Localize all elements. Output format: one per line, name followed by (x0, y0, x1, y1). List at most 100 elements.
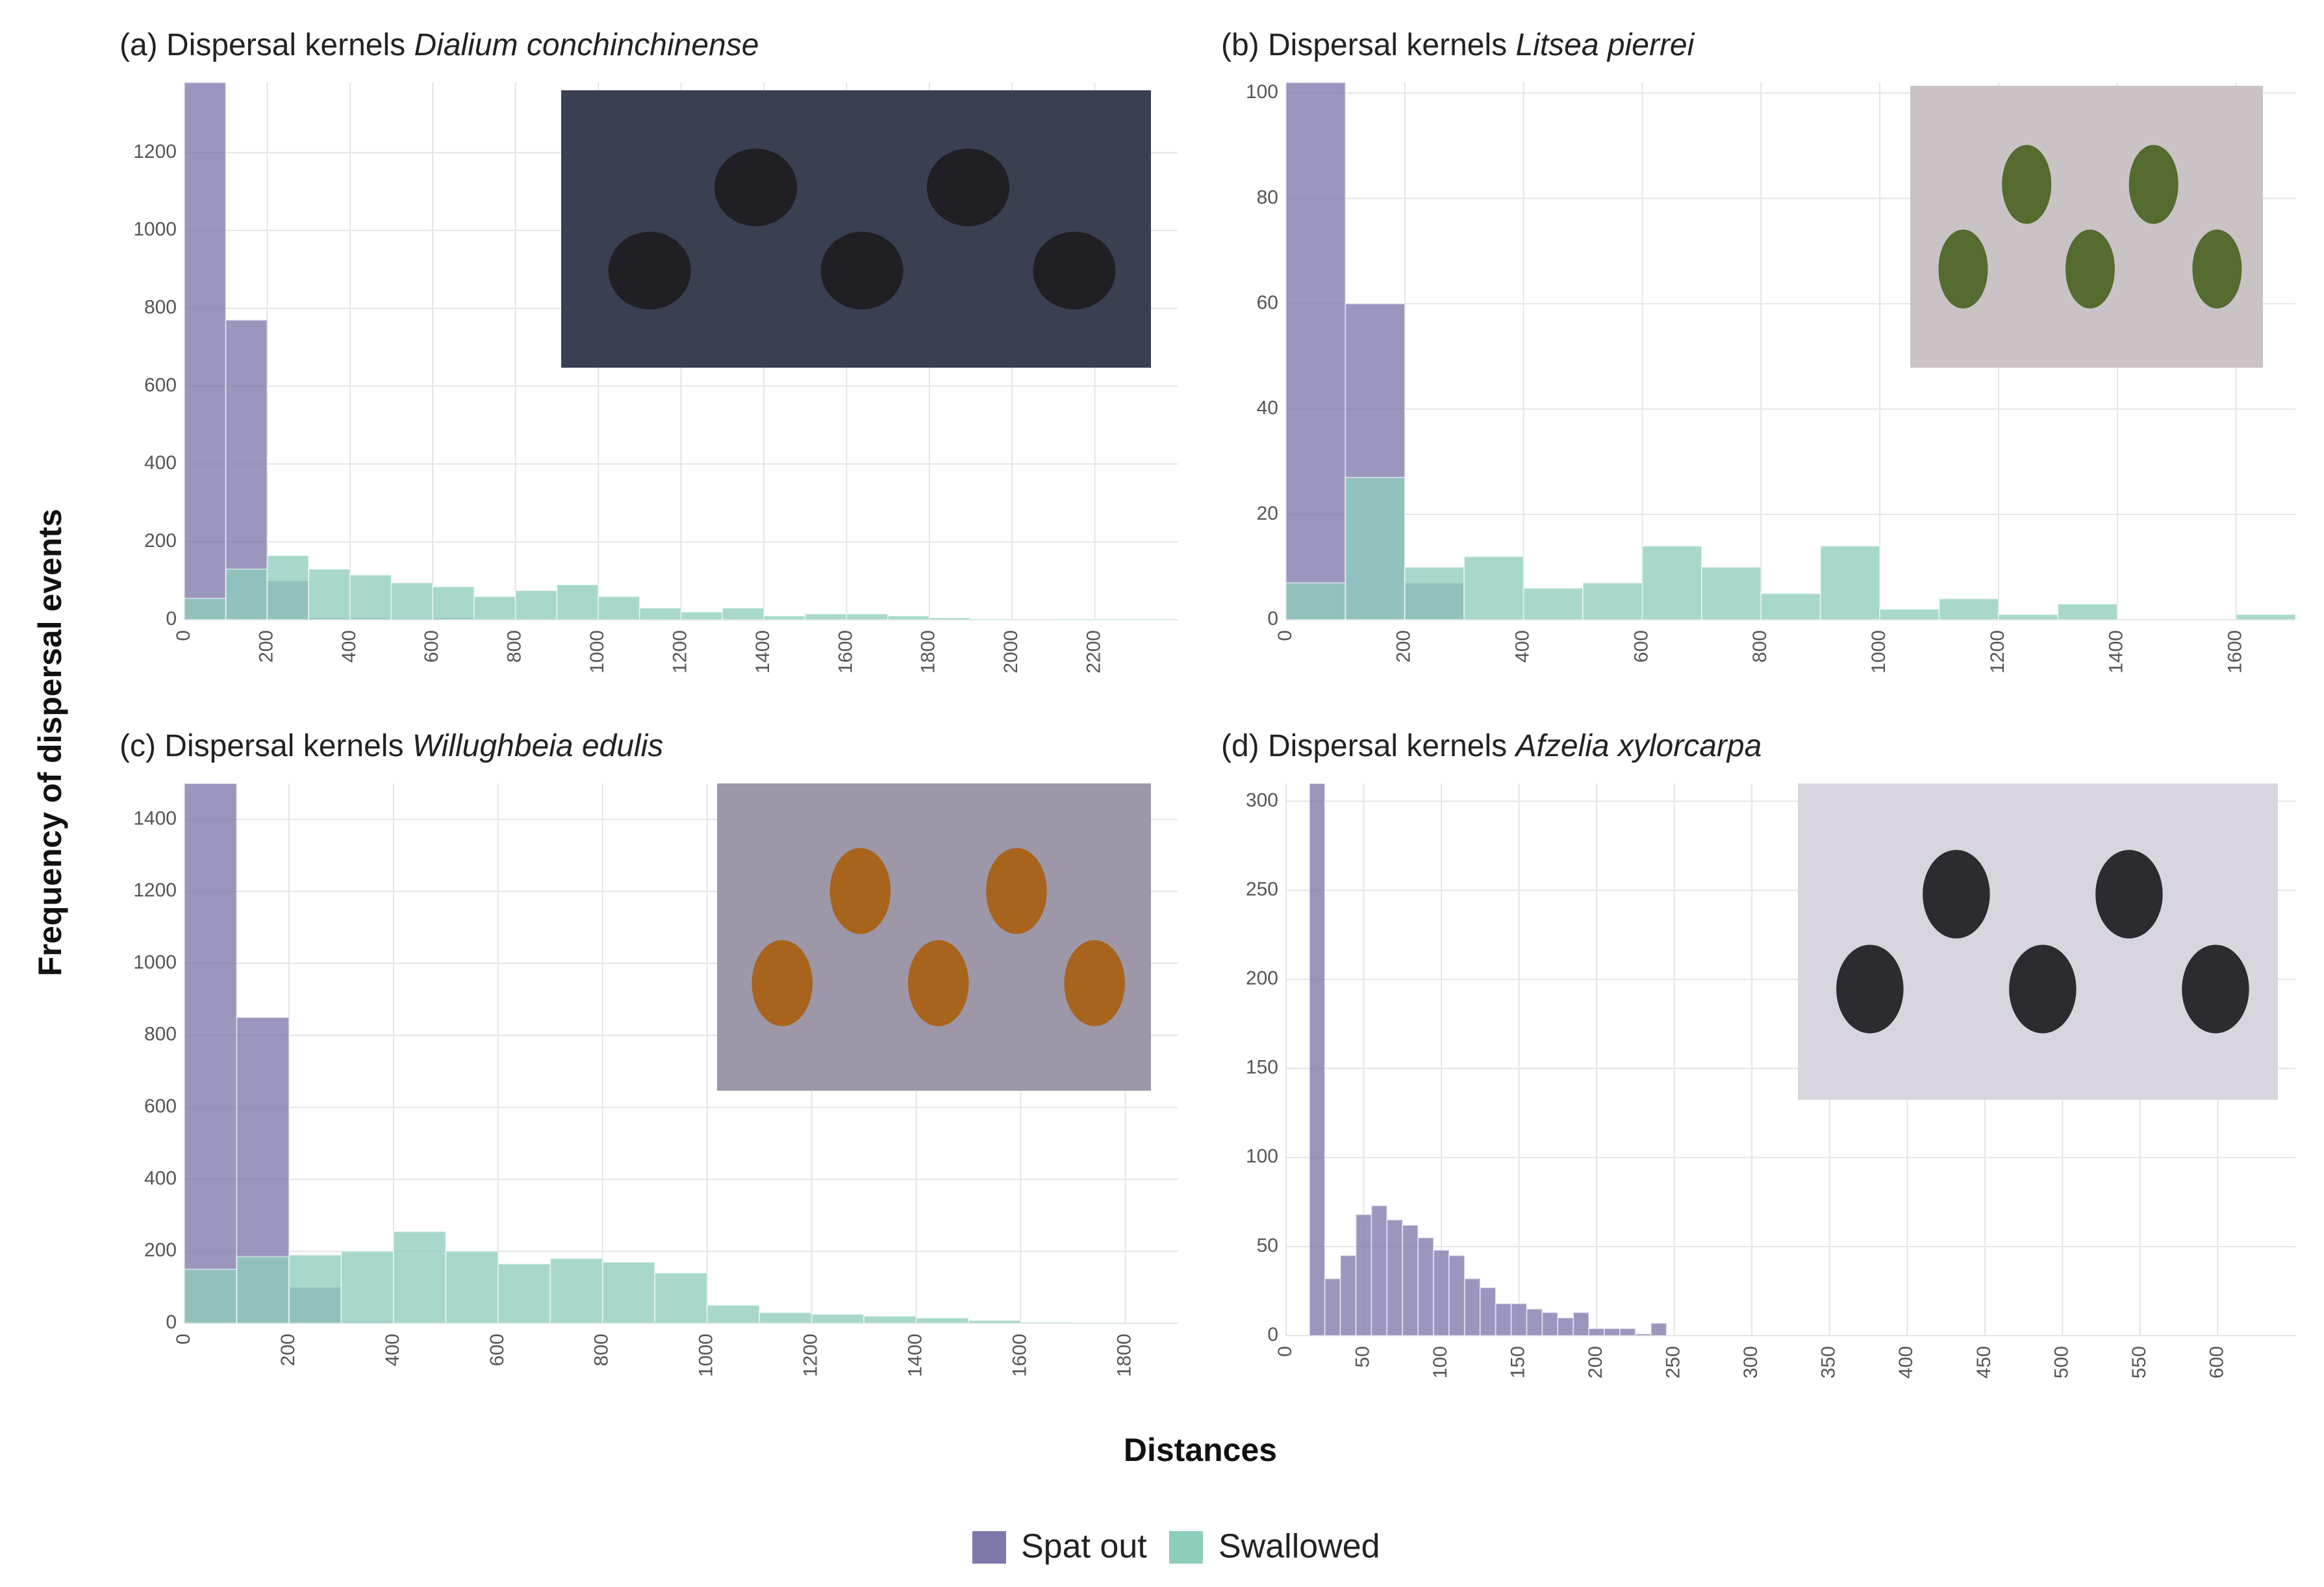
x-tick-label: 600 (2206, 1346, 2227, 1378)
photo-seed (2009, 945, 2077, 1034)
photo-seed (1064, 940, 1125, 1026)
y-tick-label: 200 (1246, 968, 1278, 989)
bar (556, 584, 600, 620)
x-tick-label: 150 (1508, 1346, 1529, 1378)
bar (549, 1258, 603, 1323)
bar (390, 582, 434, 620)
photo (717, 783, 1151, 1091)
x-tick-label: 550 (2128, 1346, 2150, 1378)
bar (915, 1317, 970, 1323)
panel-title: (c) Dispersal kernels Willughbeia edulis (120, 729, 663, 763)
photo-seed (2002, 145, 2052, 224)
panel-title: (d) Dispersal kernels Afzelia xylorcarpa (1221, 729, 1762, 763)
x-tick-label: 2000 (1000, 630, 1022, 674)
title-text: (d) Dispersal kernels (1221, 729, 1507, 763)
bar (308, 568, 351, 620)
x-tick-label: 800 (591, 1334, 613, 1366)
y-tick-label: 80 (1257, 186, 1278, 208)
x-tick-label: 1600 (2225, 630, 2246, 674)
legend-label: Spat out (1021, 1528, 1147, 1566)
y-tick-label: 0 (1267, 608, 1278, 629)
bar (1020, 1321, 1074, 1323)
y-tick-label: 1000 (133, 219, 177, 240)
bar (1572, 1312, 1590, 1336)
bar (1700, 566, 1762, 620)
bar (654, 1272, 708, 1323)
y-tick-label: 100 (1246, 1146, 1278, 1167)
x-tick-label: 600 (421, 630, 442, 663)
bar (706, 1304, 761, 1323)
bar (349, 574, 392, 620)
x-tick-label: 200 (255, 630, 277, 663)
photo-seed (907, 940, 969, 1026)
y-tick-label: 20 (1257, 503, 1278, 524)
y-tick-label: 1000 (133, 952, 177, 973)
bar (887, 615, 930, 620)
photo (561, 90, 1151, 368)
bar (1386, 1219, 1404, 1336)
photo-seed (1938, 229, 1988, 309)
bar (1286, 582, 1346, 620)
y-tick-label: 800 (144, 1024, 177, 1045)
bar (1463, 555, 1524, 620)
title-species: Afzelia xylorcarpa (1513, 729, 1762, 763)
bar (1448, 1254, 1465, 1336)
bar (445, 1251, 499, 1323)
bar (514, 590, 558, 620)
x-tick-label: 1200 (800, 1334, 822, 1377)
title-species: Litsea pierrei (1515, 28, 1695, 62)
bar (1588, 1328, 1606, 1336)
photo-seed (714, 148, 798, 227)
x-tick-label: 50 (1352, 1346, 1373, 1367)
photo-seed (2182, 945, 2249, 1034)
bar (928, 617, 972, 620)
photo-seed (2128, 145, 2179, 224)
x-tick-label: 0 (173, 630, 194, 641)
bar (184, 598, 227, 620)
bar (225, 568, 268, 620)
bar (1402, 1225, 1419, 1336)
x-tick-label: 100 (1430, 1346, 1451, 1378)
x-tick-label: 1400 (2106, 630, 2127, 674)
x-tick-label: 800 (504, 630, 525, 663)
bar (1345, 477, 1406, 620)
bar (763, 615, 806, 620)
x-tick-label: 0 (1274, 1346, 1296, 1357)
bar (1557, 1317, 1574, 1336)
bar (1510, 1302, 1528, 1336)
x-tick-label: 450 (1973, 1346, 1995, 1378)
bar (288, 1254, 342, 1323)
photo-seed (752, 940, 813, 1026)
bar (1355, 1213, 1372, 1336)
y-tick-label: 600 (144, 374, 177, 396)
x-tick-label: 1000 (587, 630, 608, 674)
y-tick-label: 1200 (133, 141, 177, 162)
bar (1938, 598, 1999, 620)
bar (1819, 545, 1881, 620)
bars (1286, 83, 2295, 620)
bar (1634, 1333, 1652, 1336)
y-tick-label: 400 (144, 452, 177, 474)
bar (638, 607, 682, 620)
bar (970, 618, 1013, 620)
x-tick-label: 300 (1740, 1346, 1762, 1378)
y-tick-label: 300 (1246, 789, 1278, 811)
bar (2235, 613, 2295, 620)
x-tick-label: 400 (338, 630, 360, 663)
y-tick-label: 100 (1246, 81, 1278, 103)
x-tick-label: 1600 (835, 630, 856, 674)
y-tick-label: 1200 (133, 880, 177, 901)
bar (1650, 1322, 1667, 1336)
bar (1417, 1237, 1435, 1336)
bar (1370, 1204, 1388, 1336)
bar (680, 611, 724, 620)
bar (759, 1312, 813, 1323)
x-tick-label: 400 (382, 1334, 403, 1366)
x-tick-label: 1400 (752, 630, 774, 674)
x-tick-label: 0 (1274, 630, 1296, 641)
bar (1339, 1254, 1357, 1336)
title-species: Willughbeia edulis (412, 729, 663, 763)
bar (1522, 587, 1584, 620)
x-tick-label: 600 (1630, 630, 1652, 663)
